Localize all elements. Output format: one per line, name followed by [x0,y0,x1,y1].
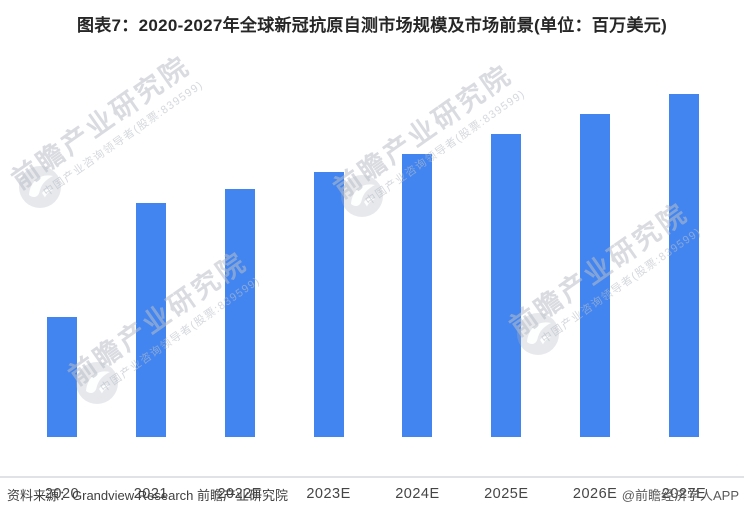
watermark-tile: 前瞻产业研究院 中国产业咨询领导者(股票:839599) [328,59,528,217]
x-axis-label-2024E: 2024E [395,486,440,502]
watermark-main-text: 前瞻产业研究院 [6,50,196,196]
x-axis-label-2022E: 2022E [217,486,262,502]
watermark-tile: 前瞻产业研究院 中国产业咨询领导者(股票:839599) [63,246,263,404]
watermark-sub-text: 中国产业咨询领导者(股票:839599) [41,78,206,199]
x-axis-label-2023E: 2023E [306,486,351,502]
bar-2021 [135,203,166,437]
x-axis-label-2027E: 2027E [661,486,707,502]
x-axis-label-2021: 2021 [133,486,168,502]
watermark-text: 前瞻产业研究院 中国产业咨询领导者(股票:839599) [6,50,206,210]
source-note: 资料来源：Grandview Research 前瞻产业研究院 [7,488,288,503]
qianzhan-bird-logo-icon [341,175,383,217]
qianzhan-bird-logo-icon [517,313,559,355]
bar-2025E [491,134,522,437]
bar-2026E [580,114,611,437]
bar-chart: 2020 2021 2022E 2023E 2024E 2025E 2026E 2027E 前瞻… [0,40,744,514]
x-axis-label-2020: 2020 [44,486,80,502]
bar-2023E [313,172,344,437]
x-axis-line [0,476,744,478]
qianzhan-bird-logo-icon [76,362,118,404]
watermark-tile: 前瞻产业研究院 中国产业咨询领导者(股票:839599) [504,197,704,355]
bar-2020 [47,317,77,437]
bar-2027E [668,94,699,437]
x-axis-label-2026E: 2026E [572,486,618,502]
qianzhan-bird-logo-icon [19,166,61,208]
credit-note: @前瞻经济学人APP [621,488,739,503]
watermark-tile: 前瞻产业研究院 中国产业咨询领导者(股票:839599) [6,50,206,208]
bar-2024E [402,154,433,437]
bar-2022E [224,189,255,437]
x-axis-label-2025E: 2025E [484,486,529,502]
chart-title: 图表7：2020-2027年全球新冠抗原自测市场规模及市场前景(单位：百万美元) [76,16,668,35]
